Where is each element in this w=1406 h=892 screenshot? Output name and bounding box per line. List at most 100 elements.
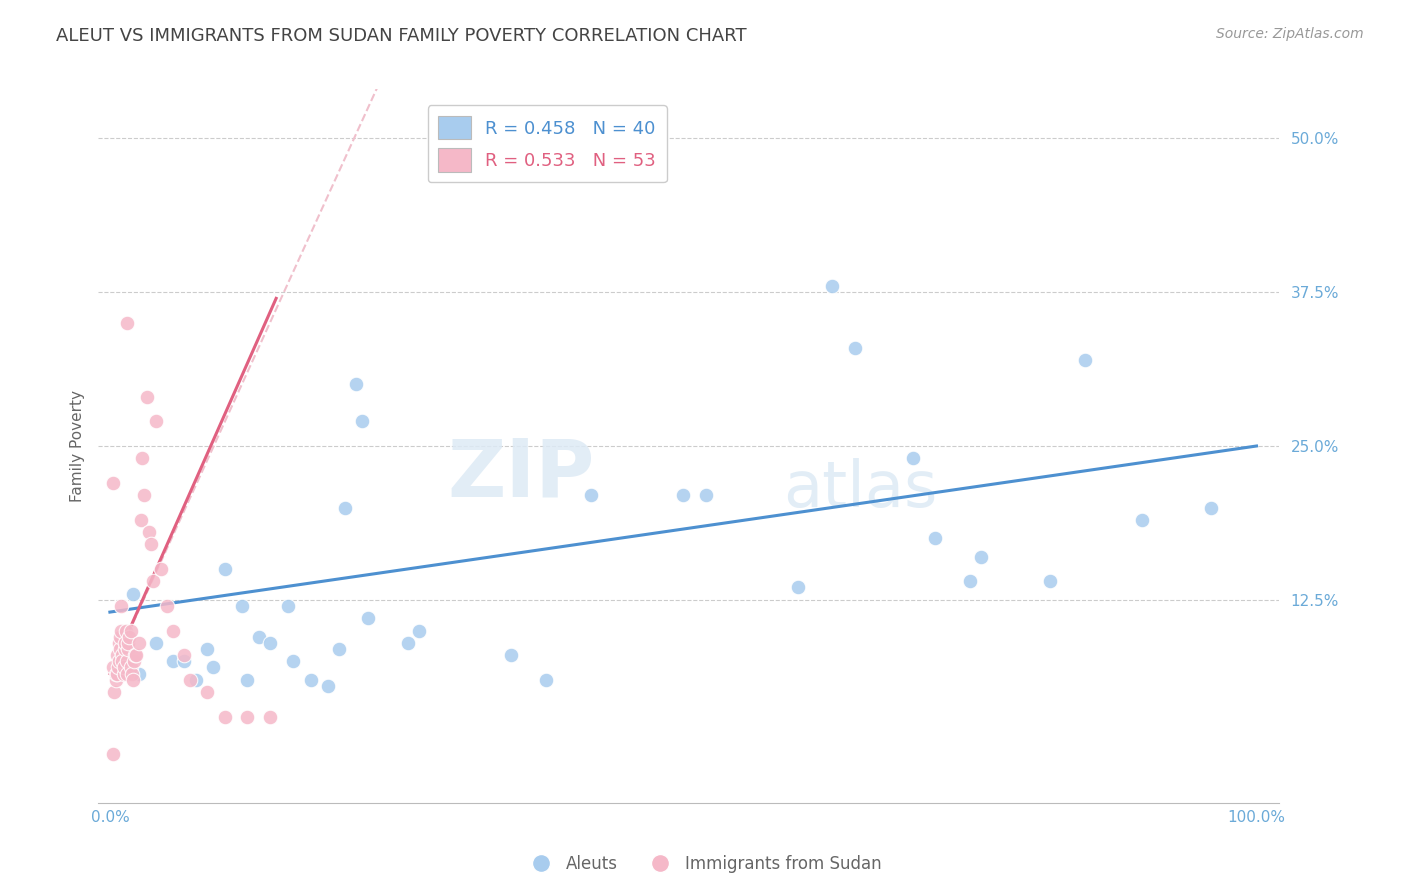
- Point: [581, 488, 603, 502]
- Text: ZIP: ZIP: [447, 435, 595, 514]
- Point: [108, 642, 131, 657]
- Point: [128, 636, 150, 650]
- Point: [501, 648, 523, 662]
- Point: [156, 599, 179, 613]
- Point: [103, 685, 125, 699]
- Point: [236, 709, 259, 723]
- Point: [786, 581, 808, 595]
- Point: [111, 654, 134, 668]
- Point: [1199, 500, 1222, 515]
- Point: [105, 648, 128, 662]
- Point: [162, 654, 184, 668]
- Point: [121, 587, 143, 601]
- Point: [150, 562, 173, 576]
- Point: [959, 574, 981, 589]
- Point: [202, 660, 225, 674]
- Point: [259, 636, 281, 650]
- Text: atlas: atlas: [783, 458, 938, 520]
- Point: [970, 549, 993, 564]
- Point: [214, 562, 236, 576]
- Point: [108, 654, 131, 668]
- Text: Source: ZipAtlas.com: Source: ZipAtlas.com: [1216, 27, 1364, 41]
- Point: [352, 414, 374, 428]
- Point: [129, 513, 152, 527]
- Point: [173, 654, 195, 668]
- Point: [283, 654, 305, 668]
- Point: [115, 666, 138, 681]
- Legend: R = 0.458   N = 40, R = 0.533   N = 53: R = 0.458 N = 40, R = 0.533 N = 53: [427, 105, 666, 183]
- Point: [121, 673, 143, 687]
- Point: [110, 599, 132, 613]
- Point: [821, 279, 844, 293]
- Point: [114, 636, 136, 650]
- Point: [195, 642, 218, 657]
- Point: [901, 451, 924, 466]
- Point: [259, 709, 281, 723]
- Point: [107, 660, 129, 674]
- Point: [110, 624, 132, 638]
- Point: [408, 624, 430, 638]
- Point: [145, 636, 167, 650]
- Point: [1130, 513, 1153, 527]
- Point: [534, 673, 557, 687]
- Point: [145, 414, 167, 428]
- Point: [344, 377, 367, 392]
- Point: [111, 648, 134, 662]
- Point: [104, 673, 127, 687]
- Point: [396, 636, 419, 650]
- Point: [138, 525, 160, 540]
- Point: [124, 648, 146, 662]
- Point: [108, 630, 131, 644]
- Legend: Aleuts, Immigrants from Sudan: Aleuts, Immigrants from Sudan: [517, 848, 889, 880]
- Point: [118, 630, 141, 644]
- Point: [299, 673, 322, 687]
- Point: [103, 747, 125, 761]
- Point: [117, 636, 139, 650]
- Point: [1039, 574, 1062, 589]
- Point: [328, 642, 350, 657]
- Point: [112, 660, 135, 674]
- Point: [117, 642, 139, 657]
- Point: [141, 537, 163, 551]
- Point: [134, 488, 156, 502]
- Point: [114, 642, 136, 657]
- Point: [128, 666, 150, 681]
- Point: [142, 574, 165, 589]
- Point: [115, 624, 138, 638]
- Point: [112, 666, 135, 681]
- Point: [115, 654, 138, 668]
- Point: [125, 648, 148, 662]
- Point: [108, 636, 131, 650]
- Point: [924, 531, 946, 545]
- Point: [231, 599, 253, 613]
- Point: [316, 679, 339, 693]
- Point: [122, 654, 145, 668]
- Point: [179, 673, 201, 687]
- Text: ALEUT VS IMMIGRANTS FROM SUDAN FAMILY POVERTY CORRELATION CHART: ALEUT VS IMMIGRANTS FROM SUDAN FAMILY PO…: [56, 27, 747, 45]
- Point: [236, 673, 259, 687]
- Point: [333, 500, 356, 515]
- Point: [277, 599, 299, 613]
- Point: [214, 709, 236, 723]
- Point: [247, 630, 270, 644]
- Point: [135, 390, 157, 404]
- Point: [120, 660, 142, 674]
- Point: [357, 611, 380, 625]
- Point: [131, 451, 153, 466]
- Point: [120, 624, 142, 638]
- Y-axis label: Family Poverty: Family Poverty: [69, 390, 84, 502]
- Point: [184, 673, 207, 687]
- Point: [105, 666, 128, 681]
- Point: [162, 624, 184, 638]
- Point: [103, 660, 125, 674]
- Point: [844, 341, 866, 355]
- Point: [195, 685, 218, 699]
- Point: [672, 488, 695, 502]
- Point: [121, 666, 143, 681]
- Point: [103, 475, 125, 490]
- Point: [1073, 352, 1095, 367]
- Point: [115, 316, 138, 330]
- Point: [695, 488, 717, 502]
- Point: [173, 648, 195, 662]
- Point: [104, 666, 127, 681]
